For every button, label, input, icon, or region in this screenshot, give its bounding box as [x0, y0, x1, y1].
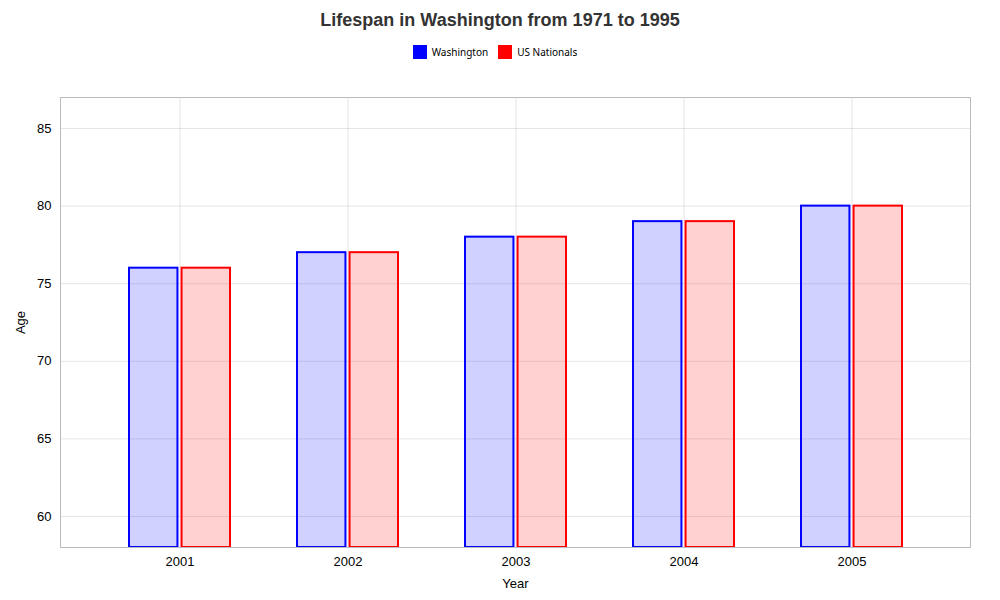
- svg-text:2005: 2005: [838, 554, 867, 569]
- svg-text:Age: Age: [13, 311, 28, 334]
- svg-text:2002: 2002: [334, 554, 363, 569]
- svg-text:2004: 2004: [670, 554, 699, 569]
- svg-text:2001: 2001: [166, 554, 195, 569]
- svg-text:Year: Year: [502, 576, 529, 591]
- svg-text:85: 85: [37, 121, 51, 136]
- html-text:Lifespan in Washington from 19: Lifespan in Washington from 1971 to 1995: [320, 10, 680, 30]
- svg-text:60: 60: [37, 509, 51, 524]
- svg-text:2003: 2003: [502, 554, 531, 569]
- svg-text:70: 70: [37, 353, 51, 368]
- svg-text:80: 80: [37, 198, 51, 213]
- html-text:US Nationals: US Nationals: [517, 44, 578, 59]
- svg-text:75: 75: [37, 276, 51, 291]
- svg-text:65: 65: [37, 431, 51, 446]
- html-text:Washington: Washington: [431, 44, 489, 59]
